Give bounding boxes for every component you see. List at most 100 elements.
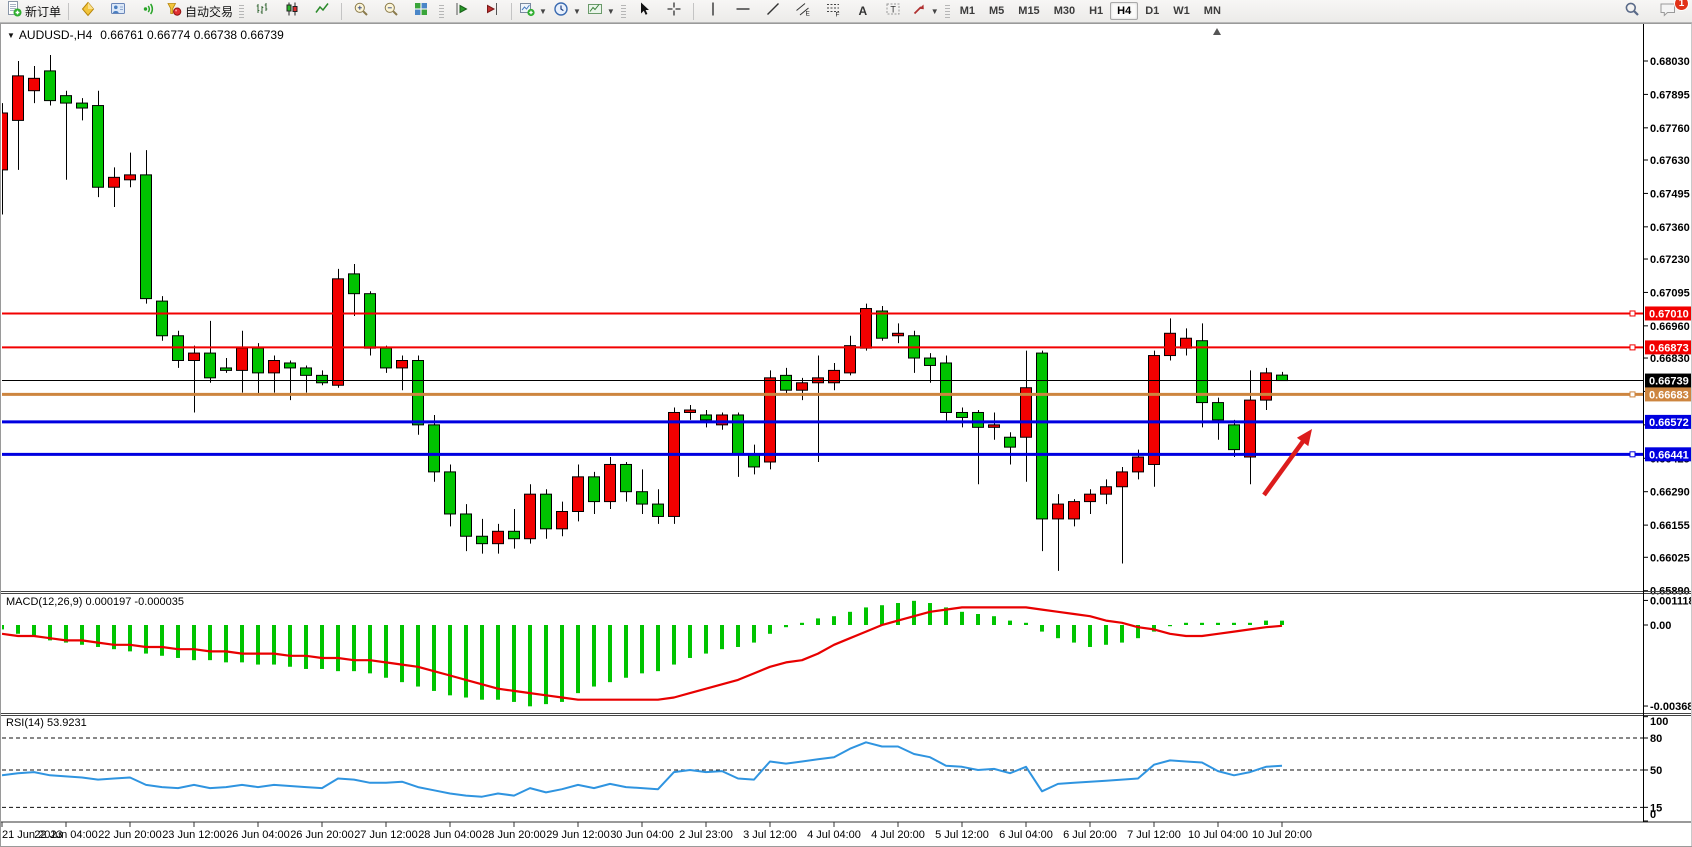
svg-text:23 Jun 12:00: 23 Jun 12:00 [162, 829, 226, 841]
svg-text:3 Jul 12:00: 3 Jul 12:00 [743, 829, 797, 841]
svg-text:10 Jul 20:00: 10 Jul 20:00 [1252, 829, 1312, 841]
template-button[interactable]: ▼ [584, 0, 618, 22]
terminal-button[interactable] [103, 0, 133, 22]
text-icon: A [858, 4, 868, 18]
svg-text:5 Jul 12:00: 5 Jul 12:00 [935, 829, 989, 841]
cursor-button[interactable] [629, 0, 659, 22]
candlestick-button[interactable] [277, 0, 307, 22]
tile-windows-button[interactable] [406, 0, 436, 22]
timeframe-h1[interactable]: H1 [1089, 5, 1104, 17]
toolbar: 新订单 自动交易 [0, 0, 1692, 23]
periods-button[interactable]: ▼ [550, 0, 584, 22]
svg-text:7 Jul 12:00: 7 Jul 12:00 [1127, 829, 1181, 841]
svg-text:0.68030: 0.68030 [1650, 56, 1690, 68]
text-label-icon: T [885, 1, 901, 22]
svg-text:100: 100 [1650, 716, 1668, 728]
svg-text:0.67760: 0.67760 [1650, 123, 1690, 135]
timeframe-m30[interactable]: M30 [1053, 5, 1076, 17]
new-order-icon [6, 0, 22, 22]
fibonacci-icon: F [825, 1, 841, 22]
rsi-value: 53.9231 [46, 717, 87, 729]
toolbar-grip [439, 3, 445, 19]
vertical-line-button[interactable] [698, 0, 728, 22]
line-chart-icon [314, 1, 330, 22]
horizontal-line-button[interactable] [728, 0, 758, 22]
svg-text:22 Jun 04:00: 22 Jun 04:00 [34, 829, 98, 841]
timeframe-h4[interactable]: H4 [1110, 2, 1139, 20]
rsi-label: RSI(14) 53.9231 [6, 717, 87, 729]
svg-text:0: 0 [1650, 809, 1656, 821]
equidistant-channel-button[interactable]: E [788, 0, 818, 22]
toolbar-separator [511, 2, 513, 20]
zoom-in-button[interactable] [346, 0, 376, 22]
signal-button[interactable] [133, 0, 163, 22]
new-order-label: 新订单 [25, 4, 62, 19]
macd-values: 0.000197 -0.000035 [85, 596, 184, 608]
signal-icon [140, 1, 156, 22]
candles-layer[interactable] [0, 55, 1288, 571]
arrows-button[interactable]: ▼ [908, 0, 942, 22]
svg-text:6 Jul 20:00: 6 Jul 20:00 [1063, 829, 1117, 841]
text-label-button[interactable]: T [878, 0, 908, 22]
line-chart-button[interactable] [307, 0, 337, 22]
rsi-panel: 100 80 50 150 [2, 716, 1668, 822]
macd-label: MACD(12,26,9) 0.000197 -0.000035 [6, 596, 184, 608]
svg-text:4 Jul 20:00: 4 Jul 20:00 [871, 829, 925, 841]
arrows-icon [911, 1, 927, 22]
vertical-line-icon [705, 1, 721, 22]
svg-text:0.66960: 0.66960 [1650, 321, 1690, 333]
bar-chart-icon [254, 1, 270, 22]
svg-text:28 Jun 20:00: 28 Jun 20:00 [482, 829, 546, 841]
svg-text:21 Jun 2023: 21 Jun 2023 [2, 829, 63, 841]
svg-text:26 Jun 20:00: 26 Jun 20:00 [290, 829, 354, 841]
ohlc-values: 0.66761 0.66774 0.66738 0.66739 [100, 28, 284, 42]
chart-shift-marker [1213, 28, 1221, 35]
svg-text:0.66739: 0.66739 [1649, 376, 1689, 388]
svg-text:0.66683: 0.66683 [1649, 389, 1689, 401]
svg-text:0.67895: 0.67895 [1650, 89, 1690, 101]
timeframe-m1[interactable]: M1 [959, 5, 975, 17]
fibonacci-button[interactable]: F [818, 0, 848, 22]
timeframe-w1[interactable]: W1 [1173, 5, 1190, 17]
new-order-button[interactable]: 新订单 [3, 0, 64, 22]
zoom-out-button[interactable] [376, 0, 406, 22]
new-chart-icon [519, 1, 535, 22]
timeframe-m5[interactable]: M5 [989, 5, 1005, 17]
svg-text:0.001118: 0.001118 [1650, 595, 1692, 607]
chart-shift-button[interactable] [477, 0, 507, 22]
bar-chart-button[interactable] [247, 0, 277, 22]
search-button[interactable] [1617, 0, 1647, 22]
toolbar-separator [341, 2, 343, 20]
svg-text:0.67230: 0.67230 [1650, 254, 1690, 266]
trendline-button[interactable] [758, 0, 788, 22]
timeframe-mn[interactable]: MN [1203, 5, 1221, 17]
svg-text:T: T [890, 4, 896, 14]
candlestick-icon [284, 1, 300, 22]
macd-title: MACD(12,26,9) [6, 596, 83, 608]
diamond-button[interactable] [73, 0, 103, 22]
zoom-out-icon [383, 1, 399, 22]
notifications-button[interactable]: 1 [1653, 0, 1689, 22]
auto-scroll-button[interactable] [447, 0, 477, 22]
toolbar-grip [944, 3, 950, 19]
collapse-arrow-icon[interactable]: ▼ [7, 31, 15, 40]
chevron-down-icon: ▼ [572, 6, 581, 16]
timeframe-d1[interactable]: D1 [1145, 5, 1160, 17]
new-chart-button[interactable]: ▼ [516, 0, 550, 22]
crosshair-button[interactable] [659, 0, 689, 22]
svg-text:4 Jul 04:00: 4 Jul 04:00 [807, 829, 861, 841]
svg-text:2 Jul 23:00: 2 Jul 23:00 [679, 829, 733, 841]
text-button[interactable]: A [848, 0, 878, 22]
chart-title: ▼ AUDUSD-,H4 0.66761 0.66774 0.66738 0.667… [7, 28, 284, 42]
autotrading-button[interactable]: 自动交易 [163, 0, 236, 22]
timeframe-m15[interactable]: M15 [1018, 5, 1040, 17]
arrow-annotation[interactable] [1262, 429, 1312, 497]
trendline-icon [765, 1, 781, 22]
chevron-down-icon: ▼ [606, 6, 615, 16]
svg-text:27 Jun 12:00: 27 Jun 12:00 [354, 829, 418, 841]
toolbar-separator [692, 2, 694, 20]
